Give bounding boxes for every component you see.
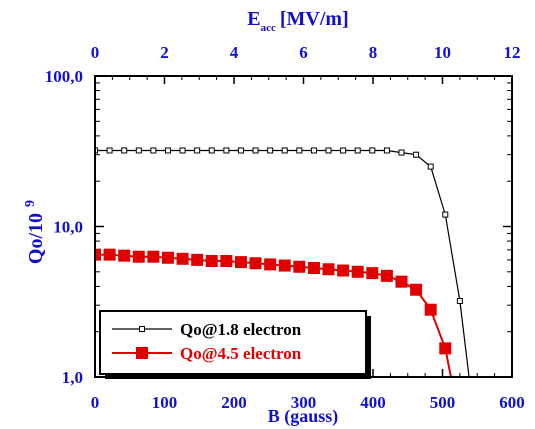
data-point — [307, 261, 320, 274]
x2-tick-label: 10 — [434, 43, 451, 62]
data-point — [410, 283, 423, 296]
y-tick-label: 100,0 — [45, 67, 83, 86]
x-tick-label: 300 — [291, 393, 317, 412]
data-point — [325, 147, 332, 154]
x-tick-label: 0 — [91, 393, 100, 412]
x-tick-label: 400 — [360, 393, 386, 412]
legend-item-2: Qo@4.5 electron — [112, 344, 302, 363]
data-point — [424, 303, 437, 316]
data-point — [252, 147, 259, 154]
x2-tick-label: 2 — [160, 43, 169, 62]
data-point — [132, 250, 145, 263]
x2-tick-label: 6 — [299, 43, 308, 62]
x-tick-label: 200 — [221, 393, 247, 412]
data-point — [337, 264, 350, 277]
data-point — [267, 147, 274, 154]
data-point — [413, 151, 420, 158]
data-point — [220, 254, 233, 267]
y-axis-label-main: Qo/10 — [25, 213, 47, 264]
data-point — [264, 258, 277, 271]
data-point — [95, 248, 101, 261]
data-point — [164, 147, 171, 154]
data-point — [281, 147, 288, 154]
data-point — [439, 342, 452, 355]
data-point — [208, 147, 215, 154]
data-point — [454, 416, 466, 428]
legend-box — [99, 310, 367, 375]
top-axis-label-sub: acc — [261, 22, 276, 34]
x2-tick-label: 12 — [504, 43, 521, 62]
data-point — [147, 250, 160, 263]
data-point — [121, 147, 128, 154]
data-point — [340, 147, 347, 154]
data-point — [310, 147, 317, 154]
data-point — [95, 147, 98, 154]
data-point — [456, 297, 463, 304]
data-point — [296, 147, 303, 154]
data-point — [223, 147, 230, 154]
data-point — [369, 147, 376, 154]
data-point — [322, 263, 335, 276]
data-point — [442, 211, 449, 218]
data-point — [472, 420, 477, 425]
legend: Qo@1.8 electron Qo@4.5 electron — [99, 310, 371, 379]
series-layer — [95, 147, 477, 428]
legend-marker-2 — [136, 347, 148, 359]
data-point — [395, 275, 408, 288]
data-point — [237, 147, 244, 154]
data-point — [176, 252, 189, 265]
data-point — [293, 260, 306, 273]
y-axis-label-exp: 9 — [23, 200, 38, 207]
data-point — [398, 149, 405, 156]
x-tick-label: 100 — [152, 393, 178, 412]
legend-label-2: Qo@4.5 electron — [180, 344, 302, 363]
legend-item-1: Qo@1.8 electron — [112, 320, 302, 339]
y-tick-label: 10,0 — [53, 218, 83, 237]
y-axis-label: Qo/10 9 — [23, 200, 47, 264]
legend-marker-1 — [139, 326, 145, 332]
data-point — [366, 267, 379, 280]
x-tick-label: 500 — [430, 393, 456, 412]
x2-tick-label: 8 — [369, 43, 378, 62]
legend-label-1: Qo@1.8 electron — [180, 320, 302, 339]
ticks-layer: 0 100 200 300 400 500 600 0 2 4 6 8 10 12 100,0 10,0 1,0 — [45, 43, 525, 412]
x2-tick-label: 4 — [230, 43, 239, 62]
data-point — [234, 256, 247, 269]
top-axis-label: Eacc [MV/m] — [247, 8, 348, 34]
data-point — [194, 147, 201, 154]
data-point — [191, 253, 204, 266]
data-point — [380, 269, 393, 282]
data-point — [103, 248, 116, 261]
data-point — [354, 147, 361, 154]
data-point — [150, 147, 157, 154]
data-point — [427, 163, 434, 170]
top-axis-label-main: E — [247, 8, 260, 30]
data-point — [278, 259, 291, 272]
x-tick-label: 600 — [499, 393, 525, 412]
data-point — [179, 147, 186, 154]
x2-tick-label: 0 — [91, 43, 100, 62]
data-point — [205, 254, 218, 267]
data-point — [351, 265, 364, 278]
data-point — [106, 147, 113, 154]
data-point — [118, 249, 131, 262]
data-point — [161, 251, 174, 264]
data-point — [383, 147, 390, 154]
data-point — [135, 147, 142, 154]
y-tick-label: 1,0 — [62, 368, 83, 387]
data-point — [249, 257, 262, 270]
x-axis-label: B (gauss) — [268, 406, 339, 427]
top-axis-label-unit: [MV/m] — [280, 8, 349, 30]
